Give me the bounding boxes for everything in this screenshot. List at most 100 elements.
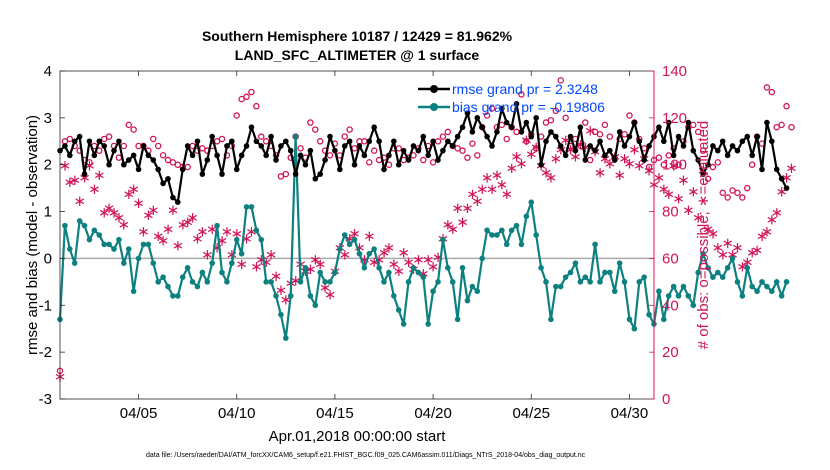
bias-point	[665, 293, 672, 299]
rmse-point	[616, 129, 623, 135]
rmse-point	[351, 161, 358, 168]
bias-point	[557, 283, 564, 290]
footnote: data file: /Users/raeder/DAI/ATM_forcXX/…	[146, 452, 586, 459]
rmse-point	[508, 124, 515, 131]
evaluated-point: ∗	[427, 257, 440, 275]
rmse-point	[567, 133, 574, 140]
possible-point	[704, 175, 712, 183]
evaluated-point: ∗	[397, 243, 410, 261]
evaluated-point: ∗	[761, 222, 774, 240]
evaluated-point: ∗	[584, 122, 597, 140]
bias-point	[346, 241, 353, 248]
possible-point	[626, 112, 633, 119]
bias-point	[700, 250, 706, 257]
bias-point	[445, 265, 451, 271]
possible-point	[366, 159, 373, 166]
bias-point	[248, 204, 255, 210]
rmse-point	[135, 166, 142, 173]
bias-point	[680, 283, 687, 290]
bias-point	[125, 246, 132, 252]
bias-point	[474, 288, 481, 295]
bias-point	[307, 293, 314, 299]
rmse-point	[204, 157, 211, 163]
bias-point	[778, 293, 785, 299]
rmse-point	[233, 166, 240, 173]
evaluated-point: ∗	[712, 239, 725, 257]
evaluated-point: ∗	[726, 246, 739, 264]
bias-point	[189, 279, 196, 285]
rmse-point	[184, 143, 191, 149]
evaluated-point: ∗	[785, 159, 798, 177]
bias-point	[184, 265, 191, 271]
bias-point	[518, 241, 525, 248]
evaluated-point: ∗	[422, 250, 435, 268]
rmse-point	[626, 133, 633, 140]
bias-point	[435, 279, 441, 285]
bias-point	[283, 335, 289, 341]
possible-point	[258, 133, 265, 140]
rmse-point	[513, 101, 520, 107]
rmse-point	[420, 133, 427, 140]
bias-point	[538, 265, 544, 271]
bias-point	[253, 227, 260, 234]
bias-point	[616, 260, 623, 266]
evaluated-point: ∗	[324, 286, 337, 304]
rmse-point	[130, 152, 137, 159]
evaluated-point: ∗	[731, 239, 744, 257]
rmse-point	[337, 166, 343, 173]
evaluated-point: ∗	[289, 272, 302, 290]
rmse-point	[435, 157, 441, 163]
rmse-point	[312, 175, 319, 182]
bias-point	[508, 227, 515, 234]
evaluated-point: ∗	[142, 206, 155, 224]
possible-point	[582, 119, 589, 126]
evaluated-point: ∗	[176, 215, 189, 233]
rmse-point	[680, 143, 687, 149]
possible-point	[199, 145, 206, 152]
bias-point	[773, 279, 780, 285]
rmse-point	[479, 124, 485, 131]
bias-point	[170, 293, 176, 299]
possible-point	[690, 121, 697, 129]
possible-point	[154, 142, 162, 150]
evaluated-point: ∗	[623, 154, 636, 172]
rmse-point	[67, 152, 73, 159]
bias-point	[734, 279, 741, 285]
bias-point	[695, 269, 701, 276]
rmse-point	[582, 157, 589, 163]
bias-point	[116, 236, 122, 243]
evaluated-point: ∗	[412, 250, 425, 268]
rmse-point	[759, 166, 765, 173]
rmse-point	[764, 119, 770, 126]
evaluated-point: ∗	[702, 220, 715, 238]
bias-point	[494, 232, 500, 238]
bias-point	[361, 265, 368, 271]
chart-subtitle: LAND_SFC_ALTIMETER @ 1 surface	[235, 47, 480, 63]
bias-point	[327, 279, 333, 285]
possible-point	[768, 88, 776, 96]
evaluated-point: ∗	[314, 255, 327, 273]
possible-point	[233, 112, 240, 119]
evaluated-point: ∗	[466, 185, 479, 203]
possible-point	[660, 161, 668, 168]
evaluated-point: ∗	[388, 255, 401, 273]
bias-point	[268, 279, 274, 285]
rmse-point	[518, 129, 525, 135]
rmse-point	[602, 152, 608, 159]
rmse-point	[656, 124, 662, 131]
rmse-series	[57, 101, 790, 205]
bias-point	[371, 246, 377, 252]
bias-point	[376, 265, 382, 271]
y-tick-label: 1	[44, 204, 52, 221]
rmse-point	[533, 115, 539, 121]
bias-point	[337, 246, 343, 252]
rmse-point	[248, 124, 255, 131]
x-tick-label: 04/30	[611, 405, 649, 422]
bias-point	[602, 269, 608, 276]
possible-point	[734, 189, 741, 197]
y-tick-label: 4	[44, 63, 52, 80]
bias-point	[273, 293, 279, 299]
bias-series	[57, 133, 790, 341]
bias-point	[553, 283, 559, 290]
possible-point	[130, 126, 137, 133]
